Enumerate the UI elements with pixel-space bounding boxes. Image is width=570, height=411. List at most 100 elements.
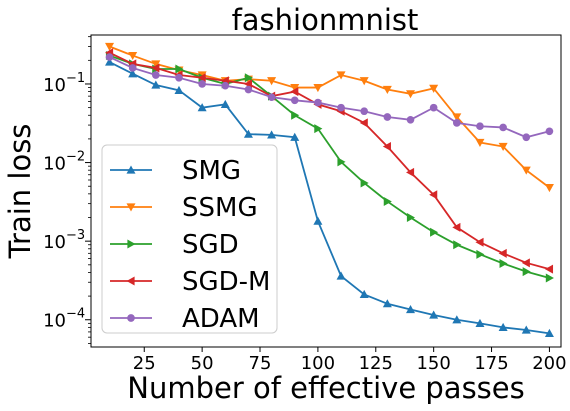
legend-label-sgd: SGD xyxy=(182,230,239,260)
x-tick-label: 50 xyxy=(191,353,214,374)
x-tick-label: 100 xyxy=(301,353,335,374)
data-point-adam xyxy=(406,115,415,124)
y-axis-label: Train loss xyxy=(3,124,37,260)
data-point-smg xyxy=(267,130,277,139)
x-tick-label: 150 xyxy=(416,353,450,374)
data-point-ssmg xyxy=(498,142,508,152)
legend-entry-ssmg: SSMG xyxy=(110,193,258,223)
data-point-sgd-m xyxy=(359,118,368,128)
data-point-ssmg xyxy=(521,166,531,175)
data-point-ssmg xyxy=(406,90,416,99)
legend-marker-sgd xyxy=(127,239,136,249)
data-point-sgd xyxy=(499,258,508,268)
data-point-adam xyxy=(105,53,114,61)
data-point-ssmg xyxy=(290,83,300,93)
legend-label-sgd-m: SGD-M xyxy=(182,267,271,297)
series-line-sgd xyxy=(109,54,550,279)
data-point-adam xyxy=(152,71,160,79)
legend-label-smg: SMG xyxy=(182,156,241,186)
y-tick-exponent: −1 xyxy=(66,71,85,86)
data-point-sgd xyxy=(406,213,416,223)
y-tick-exponent: −2 xyxy=(66,150,85,165)
data-point-sgd xyxy=(175,64,184,74)
data-point-smg xyxy=(197,103,207,112)
series-line-adam xyxy=(109,56,550,139)
data-point-adam xyxy=(360,107,369,116)
y-tick-label: 10 xyxy=(43,311,66,332)
x-tick-label: 200 xyxy=(532,353,566,374)
plot-area xyxy=(90,34,562,348)
x-tick-label: 75 xyxy=(249,353,272,374)
data-point-ssmg xyxy=(105,42,115,51)
series-smg xyxy=(105,57,554,338)
data-point-ssmg xyxy=(359,77,369,86)
legend-marker-smg xyxy=(126,165,136,174)
data-point-smg xyxy=(105,57,115,66)
data-point-smg xyxy=(243,129,253,138)
data-point-adam xyxy=(198,80,206,88)
data-point-sgd xyxy=(314,124,323,134)
legend-entry-sgd-m: SGD-M xyxy=(110,267,271,297)
x-axis-label: Number of effective passes xyxy=(127,371,525,405)
data-point-adam xyxy=(244,85,253,94)
data-point-smg xyxy=(429,310,439,319)
data-point-adam xyxy=(499,123,507,132)
legend-entry-adam: ADAM xyxy=(110,304,260,334)
data-point-sgd xyxy=(383,196,392,206)
data-point-smg xyxy=(359,289,369,299)
data-point-adam xyxy=(267,93,276,101)
data-point-sgd xyxy=(453,240,462,250)
legend: SMG SSMG SGD SGD-M ADAM xyxy=(101,144,278,334)
data-point-smg xyxy=(220,99,230,108)
data-point-sgd-m xyxy=(521,258,530,268)
data-point-sgd-m xyxy=(290,87,299,97)
data-point-smg xyxy=(498,322,508,331)
data-point-ssmg xyxy=(267,77,277,86)
data-point-sgd-m xyxy=(429,190,438,200)
data-point-sgd-m xyxy=(452,222,461,232)
legend-marker-sgd-m xyxy=(126,276,135,286)
y-tick-exponent: −4 xyxy=(66,307,85,322)
chart-title: fashionmnist xyxy=(232,3,419,37)
data-point-smg xyxy=(406,305,416,314)
data-point-adam xyxy=(128,64,137,72)
data-point-sgd xyxy=(545,273,554,283)
y-axis: 10−410−310−210−1 xyxy=(43,36,91,344)
data-point-sgd-m xyxy=(544,264,554,274)
data-point-adam xyxy=(337,103,345,112)
series-layer xyxy=(105,42,554,338)
data-point-ssmg xyxy=(475,138,485,148)
data-point-smg xyxy=(128,69,138,78)
data-point-smg xyxy=(313,216,323,225)
data-point-sgd xyxy=(291,110,300,120)
data-point-sgd xyxy=(244,73,253,83)
series-line-sgd-m xyxy=(109,51,550,271)
data-point-ssmg xyxy=(544,184,554,193)
data-point-adam xyxy=(175,73,183,82)
data-point-smg xyxy=(151,80,161,89)
y-tick-label: 10 xyxy=(43,232,66,253)
data-point-sgd xyxy=(430,227,439,237)
data-point-sgd-m xyxy=(382,142,391,152)
data-point-sgd xyxy=(360,178,369,188)
x-tick-label: 125 xyxy=(359,353,393,374)
legend-label-adam: ADAM xyxy=(182,304,260,334)
data-point-ssmg xyxy=(452,113,462,122)
data-point-smg xyxy=(475,318,485,327)
data-point-sgd-m xyxy=(498,248,507,258)
data-point-sgd-m xyxy=(151,63,160,73)
data-point-adam xyxy=(221,81,230,90)
legend-entry-sgd: SGD xyxy=(110,230,239,260)
data-point-smg xyxy=(544,328,554,338)
data-point-smg xyxy=(521,325,531,334)
data-point-sgd-m xyxy=(406,167,415,177)
legend-label-ssmg: SSMG xyxy=(182,193,258,223)
data-point-sgd xyxy=(522,267,531,277)
y-tick-label: 10 xyxy=(43,154,66,175)
data-point-adam xyxy=(314,98,322,107)
data-point-ssmg xyxy=(313,83,323,93)
x-tick-label: 175 xyxy=(474,353,508,374)
data-point-sgd-m xyxy=(197,73,206,83)
data-point-ssmg xyxy=(336,71,346,80)
legend-frame xyxy=(101,144,278,334)
